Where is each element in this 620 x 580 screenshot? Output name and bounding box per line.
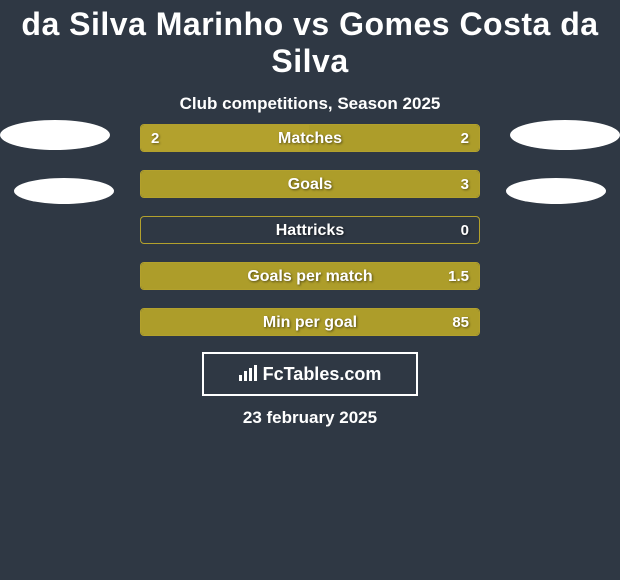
player-right-avatar-group — [510, 120, 620, 204]
bars-icon — [239, 355, 259, 395]
stat-row: 85Min per goal — [140, 308, 480, 336]
stat-bars: 22Matches 3Goals 0Hattricks 1.5Goals per ma… — [140, 124, 480, 354]
page-title: da Silva Marinho vs Gomes Costa da Silva — [0, 0, 620, 80]
player-right-avatar-2 — [506, 178, 606, 204]
player-left-avatar-1 — [0, 120, 110, 150]
logo-text: FcTables.com — [263, 364, 382, 384]
stat-label: Min per goal — [141, 309, 479, 336]
footer-date: 23 february 2025 — [0, 408, 620, 428]
comparison-infographic: da Silva Marinho vs Gomes Costa da Silva… — [0, 0, 620, 580]
stat-row: 3Goals — [140, 170, 480, 198]
logo-box: FcTables.com — [202, 352, 418, 396]
stat-row: 22Matches — [140, 124, 480, 152]
stat-row: 1.5Goals per match — [140, 262, 480, 290]
player-left-avatar-group — [0, 120, 114, 204]
stat-label: Goals — [141, 171, 479, 198]
stat-row: 0Hattricks — [140, 216, 480, 244]
page-subtitle: Club competitions, Season 2025 — [0, 94, 620, 114]
stat-label: Hattricks — [141, 217, 479, 244]
stat-label: Matches — [141, 125, 479, 152]
stat-label: Goals per match — [141, 263, 479, 290]
player-right-avatar-1 — [510, 120, 620, 150]
player-left-avatar-2 — [14, 178, 114, 204]
